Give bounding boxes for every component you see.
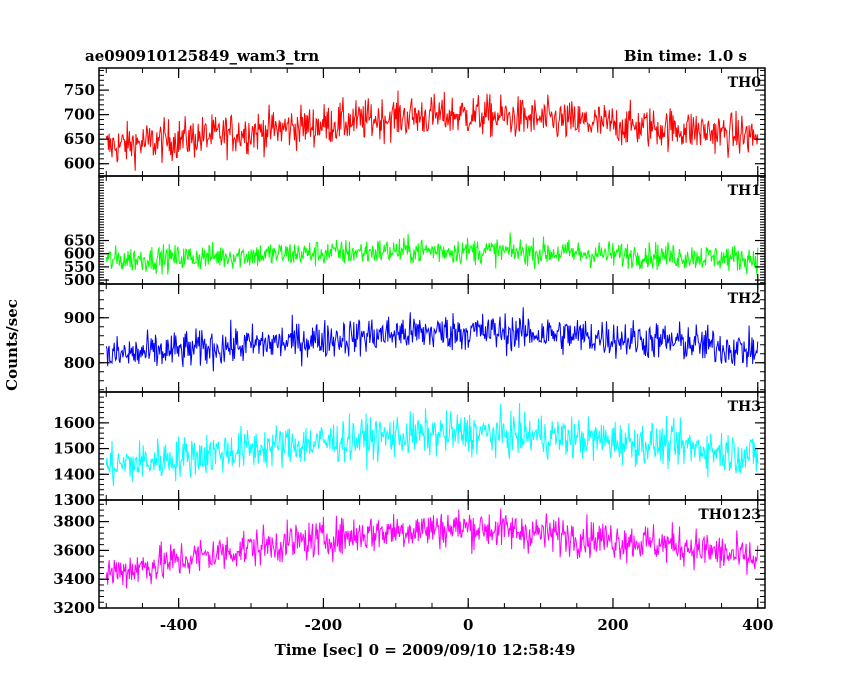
y-tick-label: 700 bbox=[64, 106, 95, 124]
y-tick-label: 600 bbox=[64, 155, 95, 173]
series-line-th0 bbox=[105, 90, 759, 171]
panel-th0: 600 650 700 750 TH0 bbox=[64, 67, 766, 177]
y-tick-label: 1400 bbox=[53, 465, 95, 483]
panel-label: TH2 bbox=[728, 291, 761, 307]
panel-label: TH0123 bbox=[698, 507, 761, 523]
y-tick-label: 750 bbox=[64, 81, 95, 99]
panel-th0123: 3200 3400 3600 3800 TH0123 bbox=[53, 499, 766, 617]
y-tick-label: 550 bbox=[64, 258, 95, 276]
y-tick-label: 1600 bbox=[53, 414, 95, 432]
y-tick-label: 3400 bbox=[53, 570, 95, 588]
y-tick-label: 1300 bbox=[53, 491, 95, 509]
y-tick-label: 3200 bbox=[53, 599, 95, 617]
x-tick-label: 200 bbox=[597, 616, 628, 634]
panel-label: TH1 bbox=[728, 183, 761, 199]
panel-th2: 800 900 TH2 bbox=[64, 283, 766, 393]
bin-time-label: Bin time: 1.0 s bbox=[624, 47, 747, 65]
x-tick-label: 400 bbox=[742, 616, 773, 634]
y-tick-label: 3800 bbox=[53, 513, 95, 531]
y-tick-label: 900 bbox=[64, 309, 95, 327]
panel-frame bbox=[98, 67, 766, 177]
x-tick-label: -200 bbox=[305, 616, 343, 634]
x-tick-label: 0 bbox=[463, 616, 473, 634]
y-tick-label: 3600 bbox=[53, 541, 95, 559]
panel-label: TH0 bbox=[728, 75, 762, 91]
y-tick-label: 600 bbox=[64, 245, 95, 263]
panel-frame bbox=[98, 175, 766, 285]
y-tick-label: 650 bbox=[64, 130, 95, 148]
x-axis-label: Time [sec] 0 = 2009/09/10 12:58:49 bbox=[275, 641, 576, 659]
x-tick-label: -400 bbox=[160, 616, 198, 634]
series-line-th1 bbox=[105, 232, 759, 276]
series-line-th3 bbox=[105, 403, 759, 486]
y-tick-label: 650 bbox=[64, 232, 95, 250]
panel-label: TH3 bbox=[728, 399, 761, 415]
y-tick-label: 1500 bbox=[53, 440, 95, 458]
y-axis-label: Counts/sec bbox=[3, 299, 21, 391]
y-tick-label: 500 bbox=[64, 271, 95, 289]
chart-title: ae090910125849_wam3_trn bbox=[85, 47, 319, 65]
y-tick-label: 800 bbox=[64, 354, 95, 372]
series-line-th0123 bbox=[105, 508, 759, 589]
panel-th3: 1300 1400 1500 1600 TH3 bbox=[53, 391, 766, 509]
series-line-th2 bbox=[105, 307, 759, 372]
